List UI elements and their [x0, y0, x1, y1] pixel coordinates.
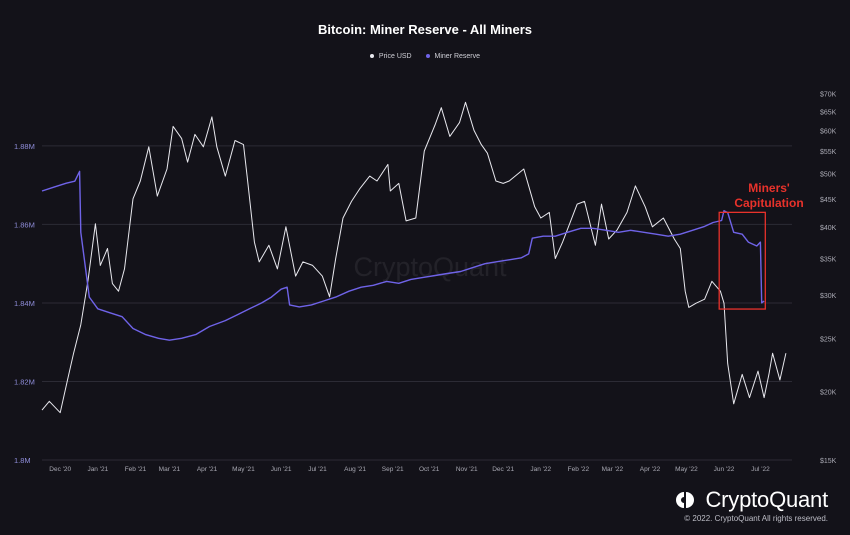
x-tick-label: May '21 [232, 466, 255, 473]
y-right-tick-label: $55K [820, 149, 837, 156]
chart-title: Bitcoin: Miner Reserve - All Miners [317, 22, 533, 37]
x-tick-label: May '22 [675, 466, 698, 473]
y-right-tick-label: $15K [820, 458, 837, 465]
x-tick-label: Jul '21 [308, 466, 327, 473]
y-axis-left: 1.8M 1.82M 1.84M 1.86M 1.88M [14, 142, 35, 465]
chart-legend: Price USD Miner Reserve [0, 53, 850, 60]
x-tick-label: Jan '22 [530, 466, 551, 473]
series-lines [41, 101, 787, 414]
y-left-tick-label: 1.86M [14, 220, 35, 229]
legend-marker-miner-reserve [425, 54, 430, 59]
copyright-text: © 2022. CryptoQuant All rights reserved. [684, 514, 828, 523]
x-tick-label: Mar '22 [602, 466, 624, 473]
x-tick-label: Dec '21 [492, 466, 514, 473]
y-right-tick-label: $70K [820, 92, 837, 99]
y-left-tick-label: 1.88M [14, 142, 35, 151]
x-tick-label: Aug '21 [344, 466, 366, 473]
x-tick-label: Oct '21 [419, 466, 440, 473]
y-right-tick-label: $30K [820, 293, 837, 300]
capitulation-annotation [718, 211, 766, 310]
miner-reserve-line [41, 170, 765, 341]
y-right-tick-label: $40K [820, 225, 837, 232]
price-usd-line [41, 101, 787, 414]
x-tick-label: Apr '22 [640, 466, 661, 473]
x-tick-label: Apr '21 [197, 466, 218, 473]
x-tick-label: Mar '21 [159, 466, 181, 473]
legend-marker-price [369, 54, 374, 59]
brand-logo: CryptoQuant [675, 487, 828, 513]
cryptoquant-logo-icon [676, 492, 695, 508]
y-left-tick-label: 1.8M [14, 456, 31, 465]
y-right-tick-label: $65K [820, 109, 837, 116]
x-tick-label: Nov '21 [456, 466, 478, 473]
y-right-tick-label: $50K [820, 172, 837, 179]
legend-label-miner-reserve: Miner Reserve [434, 53, 481, 60]
x-tick-label: Feb '21 [125, 466, 147, 473]
y-right-tick-label: $45K [820, 197, 837, 204]
x-tick-label: Jan '21 [87, 466, 108, 473]
legend-label-price: Price USD [378, 53, 412, 60]
y-axis-right: $15K $20K $25K $30K $35K $40K $45K $50K $55K $60K… [820, 92, 837, 465]
x-axis: Dec '20 Jan '21 Feb '21 Mar '21 Apr '21 May '… [49, 466, 770, 473]
x-tick-label: Jun '21 [271, 466, 292, 473]
y-right-tick-label: $25K [820, 337, 837, 344]
y-right-tick-label: $60K [820, 128, 837, 135]
y-left-tick-label: 1.82M [14, 377, 35, 386]
brand-name: CryptoQuant [705, 487, 828, 512]
x-tick-label: Jul '22 [751, 466, 770, 473]
y-right-tick-label: $35K [820, 257, 837, 264]
annotation-label-line: Miners' [748, 181, 790, 195]
chart-watermark: CryptoQuant [353, 252, 507, 282]
x-tick-label: Dec '20 [49, 466, 71, 473]
x-tick-label: Feb '22 [568, 466, 590, 473]
legend-item-miner-reserve[interactable]: Miner Reserve [425, 53, 481, 60]
legend-item-price[interactable]: Price USD [369, 53, 412, 60]
x-tick-label: Jun '22 [714, 466, 735, 473]
y-left-tick-label: 1.84M [14, 299, 35, 308]
annotation-box [718, 211, 766, 310]
annotation-label-line: Capitulation [734, 196, 804, 210]
gridlines [42, 145, 792, 461]
annotation-label: Miners' Capitulation [724, 181, 814, 211]
y-right-tick-label: $20K [820, 390, 837, 397]
x-tick-label: Sep '21 [382, 466, 404, 473]
